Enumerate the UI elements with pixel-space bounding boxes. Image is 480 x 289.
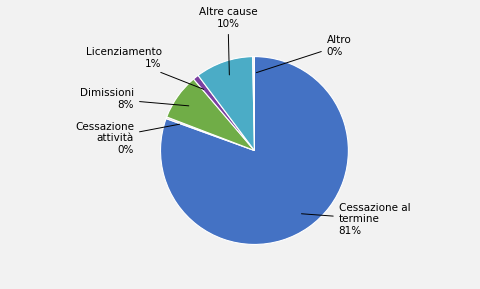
Wedge shape <box>198 57 254 151</box>
Text: Dimissioni
8%: Dimissioni 8% <box>80 88 189 110</box>
Wedge shape <box>166 117 254 151</box>
Wedge shape <box>160 57 348 244</box>
Text: Cessazione al
termine
81%: Cessazione al termine 81% <box>301 203 410 236</box>
Wedge shape <box>193 75 254 151</box>
Wedge shape <box>252 57 254 151</box>
Text: Altre cause
10%: Altre cause 10% <box>199 7 257 75</box>
Text: Altro
0%: Altro 0% <box>256 35 351 73</box>
Text: Cessazione
attività
0%: Cessazione attività 0% <box>75 122 180 155</box>
Text: Licenziamento
1%: Licenziamento 1% <box>86 47 204 89</box>
Wedge shape <box>167 79 254 151</box>
